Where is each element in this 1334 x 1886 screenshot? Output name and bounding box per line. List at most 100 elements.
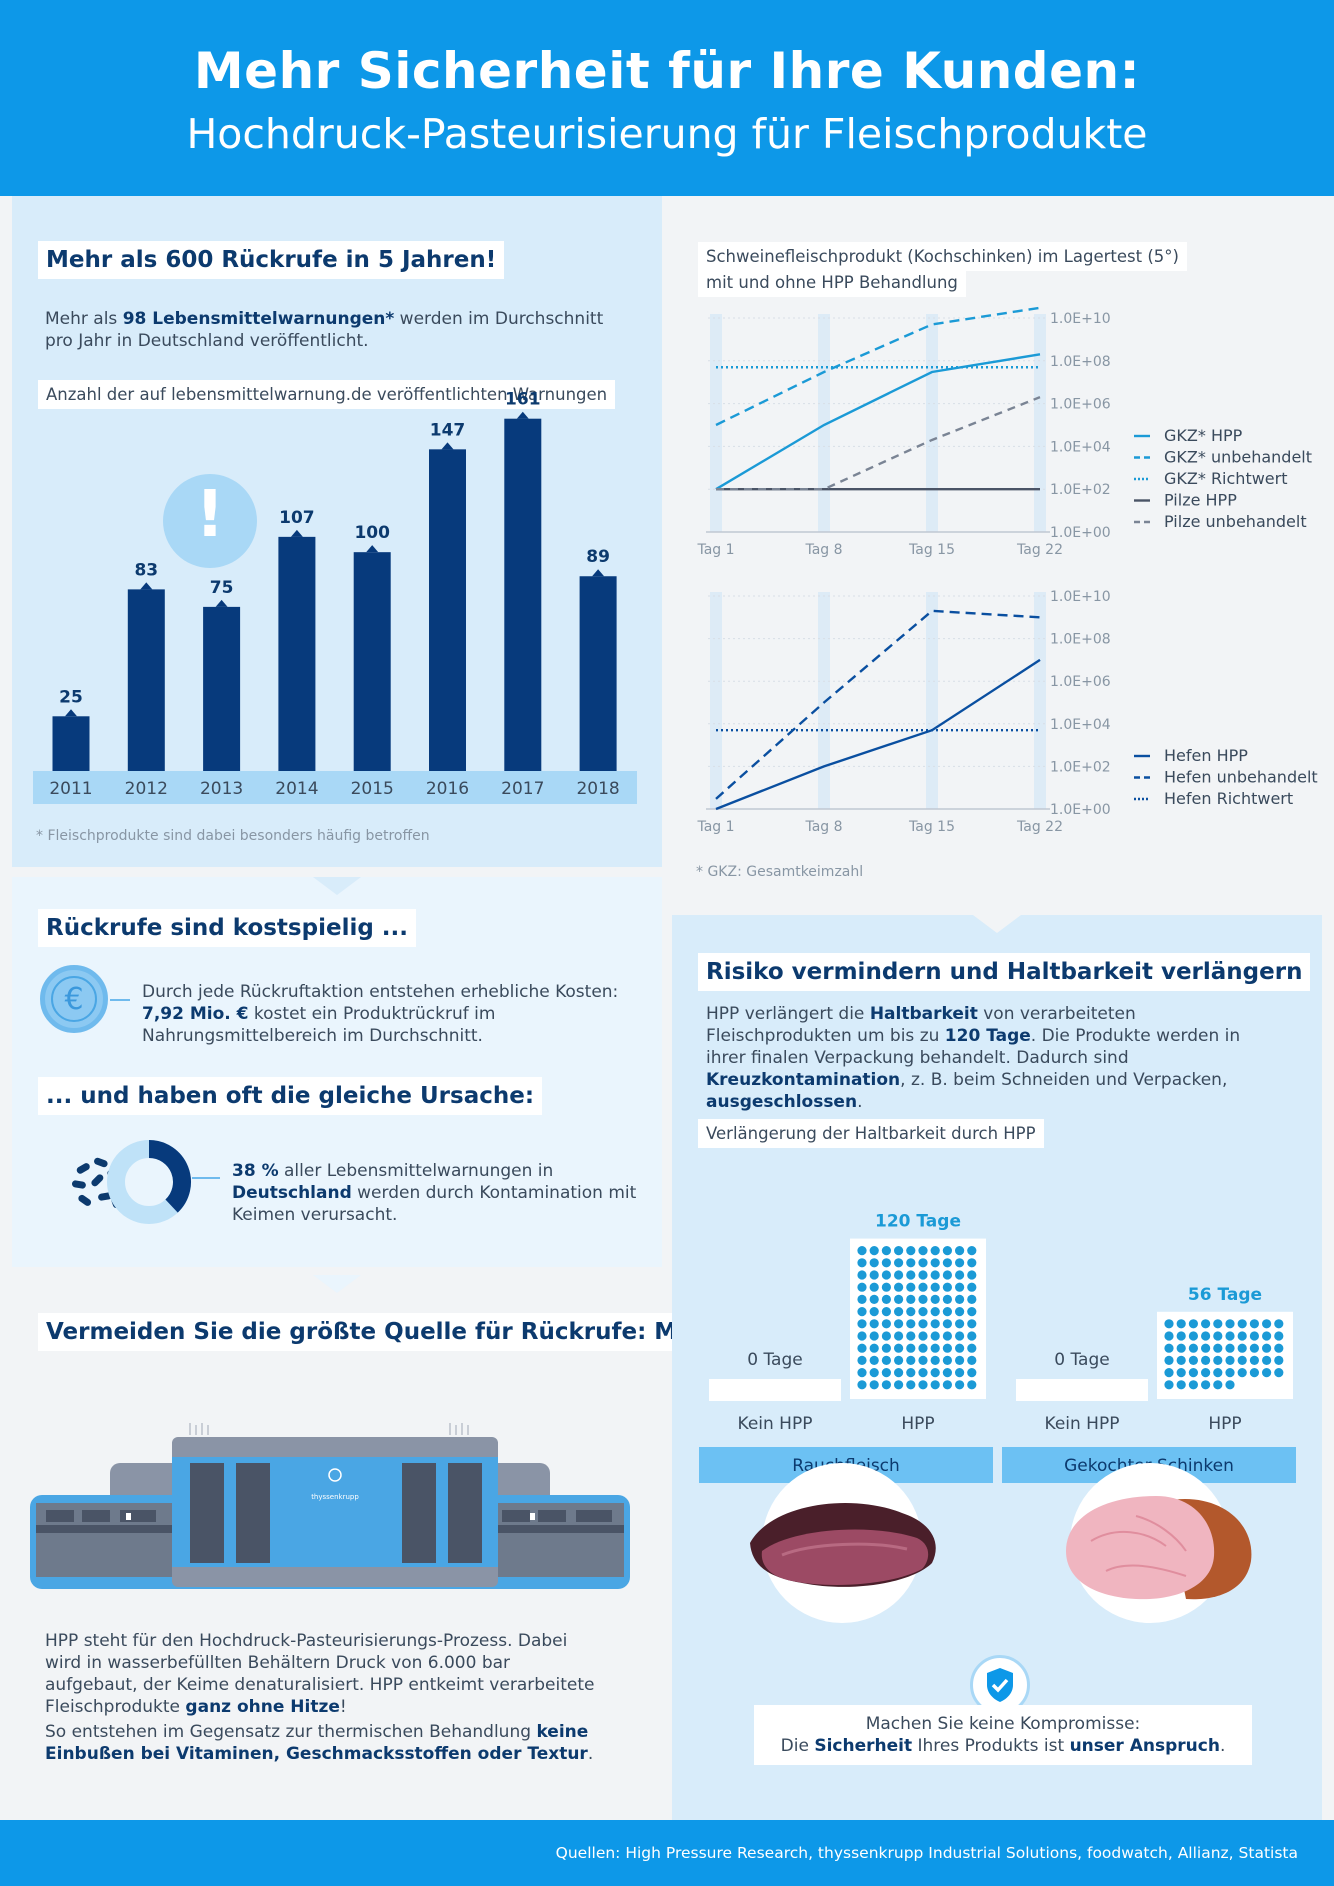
day-dot — [894, 1270, 904, 1280]
day-dot — [1237, 1368, 1247, 1378]
day-dot — [955, 1368, 965, 1378]
series-line-pilze-unbehandelt — [716, 396, 1041, 491]
y-tick-label: 1.0E+06 — [1050, 674, 1111, 690]
day-dot — [967, 1380, 977, 1390]
storage-title-line1: Schweinefleischprodukt (Kochschinken) im… — [698, 242, 1187, 271]
day-dot — [942, 1355, 952, 1365]
day-dot — [1201, 1355, 1211, 1365]
day-dot — [1164, 1343, 1174, 1353]
bar-value-label: 83 — [134, 560, 158, 580]
day-dot — [906, 1343, 916, 1353]
day-dot — [906, 1380, 916, 1390]
day-dot — [881, 1331, 891, 1341]
day-dot — [942, 1319, 952, 1329]
day-dot — [930, 1343, 940, 1353]
day-dot — [1176, 1319, 1186, 1329]
bar-tip-2011 — [65, 709, 77, 717]
day-dot — [881, 1246, 891, 1256]
day-dot — [906, 1270, 916, 1280]
legend-label: Hefen HPP — [1164, 746, 1248, 765]
day-dot — [906, 1258, 916, 1268]
day-dot — [869, 1270, 879, 1280]
day-dot — [930, 1319, 940, 1329]
day-dot — [1237, 1355, 1247, 1365]
day-dot — [955, 1331, 965, 1341]
x-tick-label: 2016 — [426, 779, 469, 799]
storage-line-charts: 1.0E+00 1.0E+02 1.0E+04 1.0E+06 1.0E+08 1.0E+… — [696, 306, 1318, 835]
day-dot — [881, 1319, 891, 1329]
day-dot — [1225, 1343, 1235, 1353]
machine-brand: thyssenkrupp — [311, 1493, 359, 1501]
day-dot — [955, 1270, 965, 1280]
y-tick-label: 1.0E+06 — [1050, 397, 1111, 413]
day-dot — [1176, 1380, 1186, 1390]
day-dot — [918, 1294, 928, 1304]
smoked-meat-illustration — [750, 1463, 936, 1623]
day-dot — [1213, 1331, 1223, 1341]
day-dot — [1176, 1355, 1186, 1365]
day-dot — [857, 1258, 867, 1268]
bar-value-label: 75 — [210, 578, 234, 598]
day-dot — [930, 1246, 940, 1256]
day-dot — [1237, 1331, 1247, 1341]
day-dot — [894, 1331, 904, 1341]
hpp-heading: Vermeiden Sie die größte Quelle für Rück… — [38, 1313, 766, 1351]
panel-arrow-1 — [313, 877, 361, 895]
day-dot — [857, 1319, 867, 1329]
day-dot — [857, 1368, 867, 1378]
day-dot — [942, 1307, 952, 1317]
alert-badge: ! — [163, 474, 257, 568]
day-dot — [1262, 1368, 1272, 1378]
exclamation-icon: ! — [195, 478, 225, 552]
x-tick-label: 2015 — [351, 779, 394, 799]
category-label: Kein HPP — [1045, 1414, 1120, 1434]
day-dot — [1262, 1319, 1272, 1329]
day-dot — [1188, 1319, 1198, 1329]
day-dot — [1164, 1380, 1174, 1390]
day-dot — [955, 1258, 965, 1268]
day-dot — [857, 1331, 867, 1341]
day-dot — [1237, 1319, 1247, 1329]
day-dot — [1274, 1319, 1284, 1329]
day-dot — [1274, 1331, 1284, 1341]
x-band — [1034, 592, 1046, 809]
day-dot — [942, 1294, 952, 1304]
day-dot — [1262, 1343, 1272, 1353]
day-dot — [930, 1380, 940, 1390]
x-band — [710, 314, 722, 532]
day-dot — [930, 1331, 940, 1341]
y-tick-label: 1.0E+04 — [1050, 439, 1111, 455]
x-tick-label: Tag 22 — [1016, 542, 1063, 558]
legend-label: GKZ* HPP — [1164, 426, 1243, 445]
page-title: Mehr Sicherheit für Ihre Kunden: — [193, 42, 1141, 100]
day-dot — [942, 1270, 952, 1280]
x-axis-band — [33, 771, 637, 804]
day-dot — [930, 1368, 940, 1378]
day-dot — [1225, 1331, 1235, 1341]
no-hpp-days-label: 0 Tage — [747, 1350, 802, 1370]
x-band — [926, 314, 938, 532]
recalls-heading: Mehr als 600 Rückrufe in 5 Jahren! — [38, 241, 505, 279]
day-dot — [1225, 1380, 1235, 1390]
day-dot — [942, 1331, 952, 1341]
day-dot — [1176, 1343, 1186, 1353]
day-dot — [869, 1331, 879, 1341]
day-dot — [967, 1246, 977, 1256]
day-dot — [1188, 1331, 1198, 1341]
bar-2018 — [579, 576, 617, 771]
day-dot — [1262, 1355, 1272, 1365]
bar-tip-2016 — [441, 442, 454, 450]
day-dot — [894, 1246, 904, 1256]
no-hpp-days-label: 0 Tage — [1054, 1350, 1109, 1370]
x-tick-label: Tag 1 — [696, 819, 734, 835]
day-dot — [906, 1355, 916, 1365]
day-dot — [881, 1355, 891, 1365]
panel-arrow-2 — [313, 1275, 361, 1293]
day-dot — [906, 1282, 916, 1292]
day-dot — [967, 1343, 977, 1353]
day-dot — [918, 1368, 928, 1378]
costs-connector — [110, 999, 130, 1001]
footer: Quellen: High Pressure Research, thyssen… — [0, 1820, 1334, 1886]
category-label: HPP — [901, 1414, 934, 1434]
risk-text: HPP verlängert die Haltbarkeit von verar… — [706, 1004, 1241, 1112]
